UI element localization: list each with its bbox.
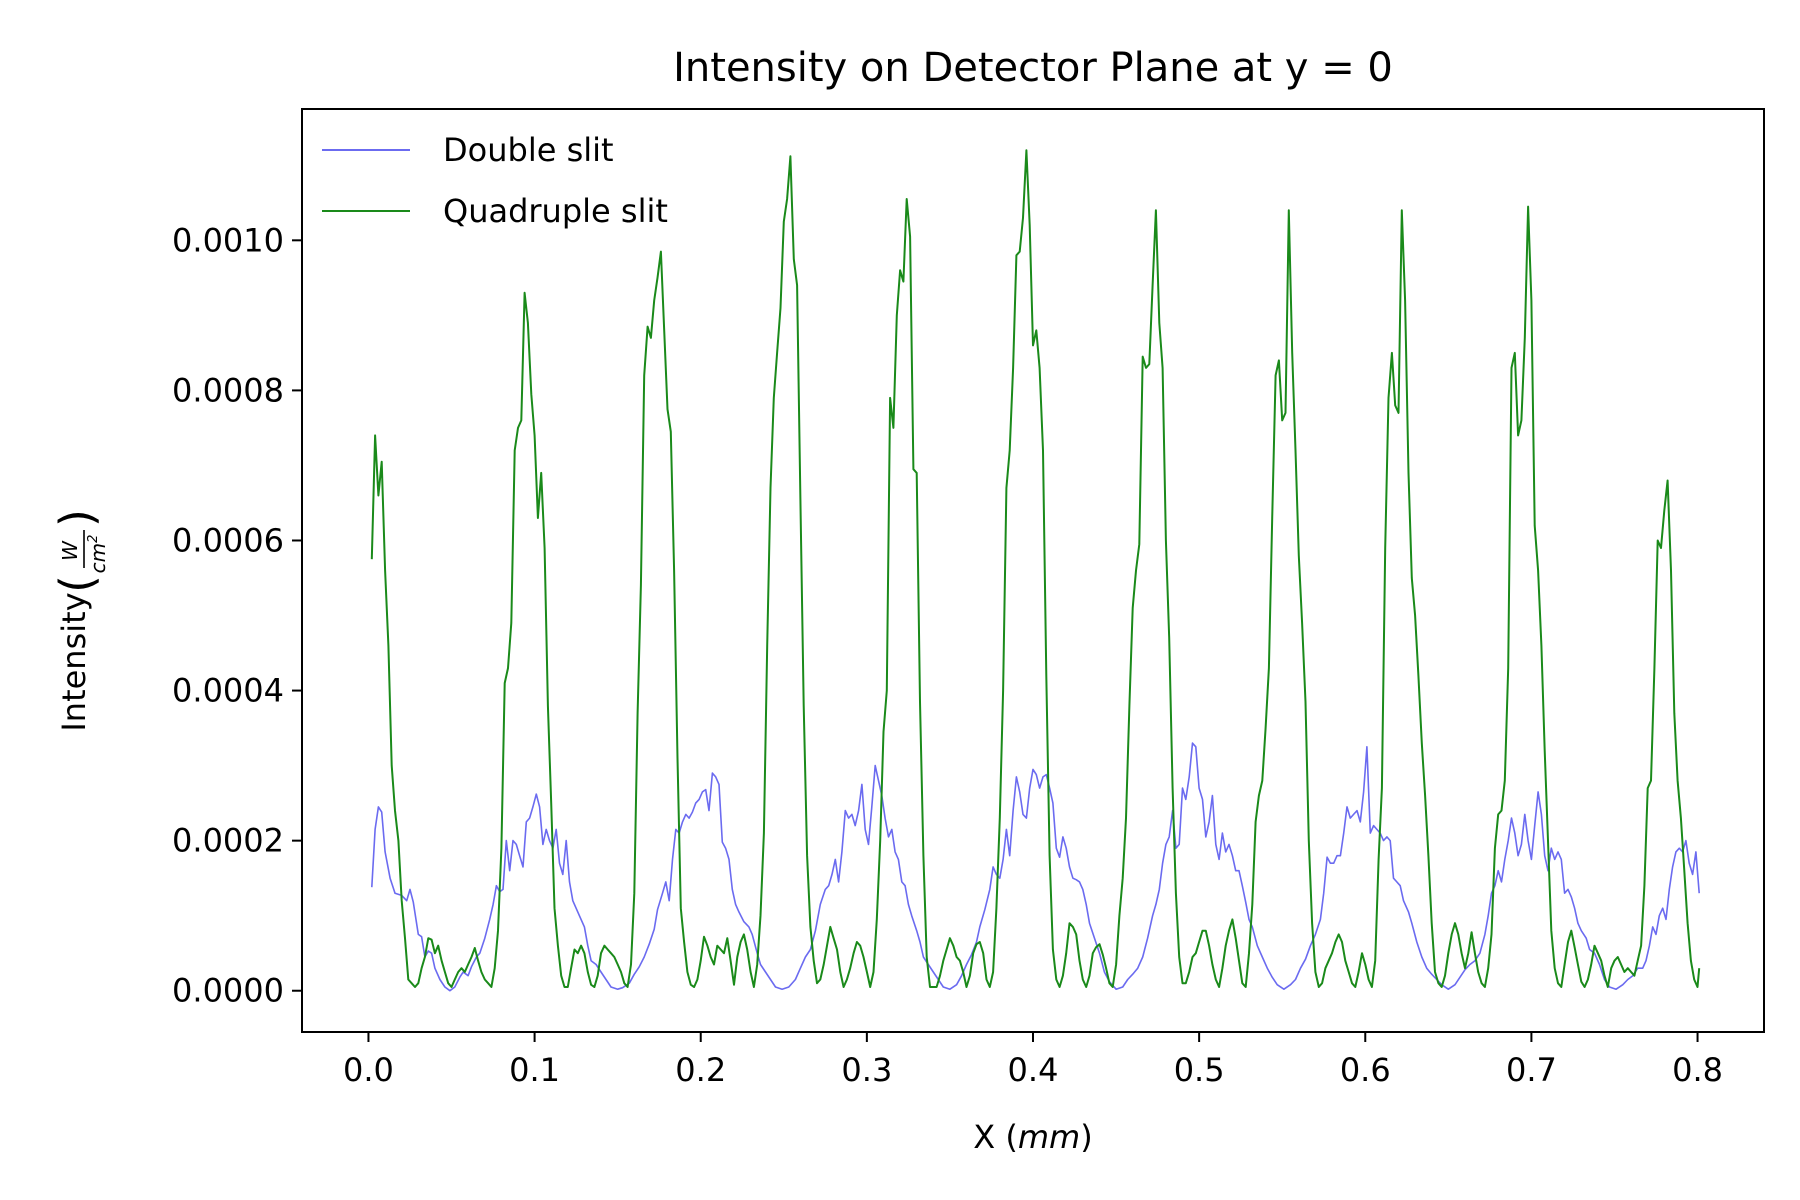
x-axis-label-suffix: ) — [1080, 1118, 1092, 1156]
x-tick-label: 0.3 — [841, 1051, 892, 1089]
x-axis-label-unit: mm — [1018, 1118, 1080, 1156]
series-line-double-slit — [371, 742, 1700, 992]
x-axis-label-prefix: X ( — [973, 1118, 1018, 1156]
y-axis: 0.0000 0.0002 0.0004 0.0006 0.0008 0.0010 — [172, 221, 302, 1010]
x-tick-label: 0.1 — [509, 1051, 560, 1089]
y-axis-label-text: Intensity — [55, 592, 93, 731]
x-tick-label: 0.7 — [1506, 1051, 1557, 1089]
x-tick-label: 0.2 — [675, 1051, 726, 1089]
y-axis-label-open-paren: ( — [50, 575, 104, 593]
x-tick-label: 0.4 — [1008, 1051, 1059, 1089]
y-axis-label-denominator-base: cm — [86, 543, 110, 573]
series-line-quadruple-slit — [370, 149, 1701, 988]
y-axis-label: Intensity ( W cm2 ) — [50, 509, 110, 732]
legend-label: Double slit — [443, 131, 614, 169]
y-axis-label-denominator: cm2 — [86, 535, 110, 574]
x-tick-label: 0.8 — [1672, 1051, 1723, 1089]
y-tick-label: 0.0010 — [172, 221, 284, 259]
x-axis: 0.0 0.1 0.2 0.3 0.4 0.5 0.6 0.7 0.8 — [343, 1032, 1723, 1089]
chart-title: Intensity on Detector Plane at y = 0 — [673, 45, 1393, 91]
legend: Double slit Quadruple slit — [322, 131, 668, 230]
y-axis-label-exponent: 2 — [86, 535, 101, 543]
y-tick-label: 0.0004 — [172, 672, 284, 710]
legend-label: Quadruple slit — [443, 192, 668, 230]
plot-area — [370, 149, 1701, 992]
x-tick-label: 0.0 — [343, 1051, 394, 1089]
y-tick-label: 0.0000 — [172, 972, 284, 1010]
y-tick-label: 0.0006 — [172, 521, 284, 559]
y-axis-label-close-paren: ) — [50, 509, 104, 527]
x-tick-label: 0.5 — [1174, 1051, 1225, 1089]
y-tick-label: 0.0008 — [172, 371, 284, 409]
y-tick-label: 0.0002 — [172, 822, 284, 860]
x-axis-label: X (mm) — [973, 1118, 1092, 1156]
x-tick-label: 0.6 — [1340, 1051, 1391, 1089]
y-axis-label-numerator: W — [58, 540, 82, 561]
plot-frame — [301, 108, 1765, 1033]
